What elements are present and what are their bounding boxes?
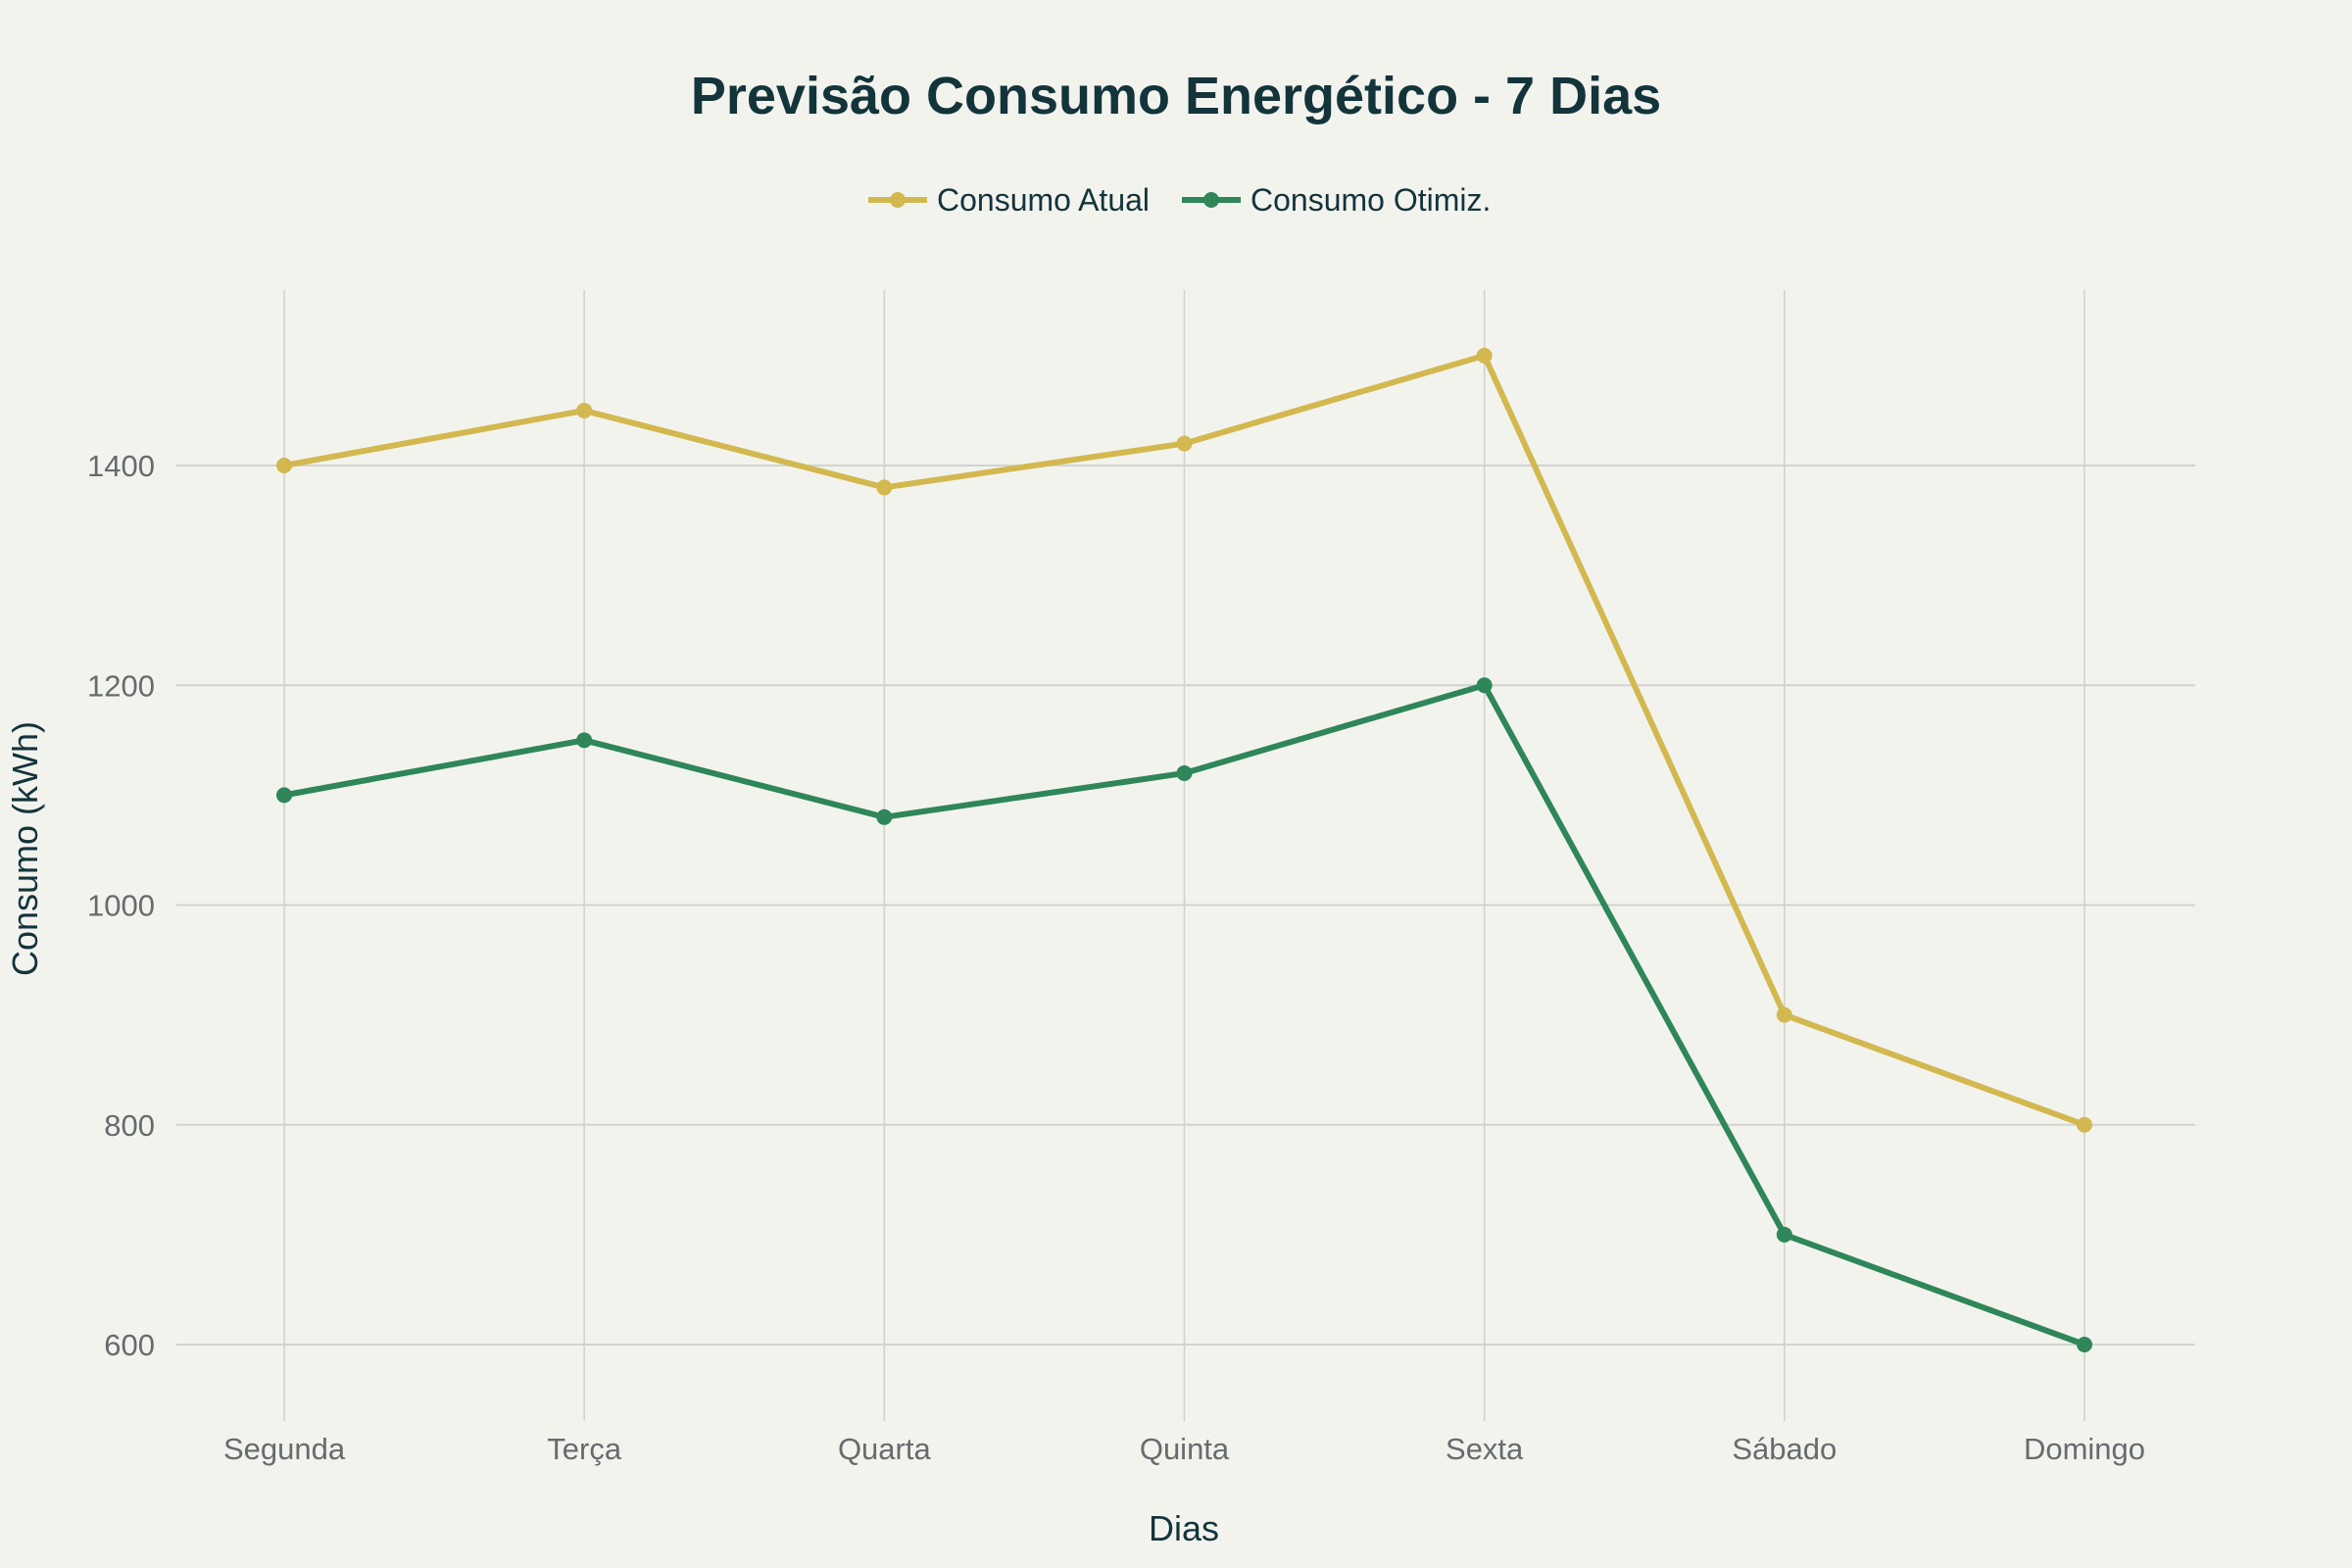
data-point	[576, 402, 593, 418]
legend: Consumo Atual Consumo Otimiz.	[868, 182, 1491, 218]
y-tick-label: 1200	[87, 668, 155, 703]
legend-item-1: Consumo Atual	[868, 182, 1150, 218]
x-tick-label: Sexta	[1446, 1432, 1524, 1466]
data-point	[276, 458, 292, 473]
data-point	[276, 787, 292, 804]
data-point	[876, 808, 893, 825]
series-layer	[276, 347, 2092, 1352]
x-axis-title: Dias	[1149, 1508, 1219, 1548]
y-tick-label: 600	[104, 1328, 155, 1362]
data-point	[1176, 435, 1193, 452]
x-tick-label: Segunda	[223, 1432, 346, 1466]
chart-title: Previsão Consumo Energético - 7 Dias	[691, 67, 1661, 125]
series-1	[276, 347, 2092, 1133]
y-axis-ticks: 600 800 1000 1200 1400	[87, 449, 155, 1362]
data-point	[876, 479, 893, 496]
data-point	[1776, 1226, 1792, 1243]
data-point	[1776, 1006, 1792, 1023]
data-point	[1476, 677, 1493, 694]
legend-marker	[1203, 192, 1219, 208]
x-tick-label: Quinta	[1140, 1432, 1230, 1466]
data-point	[1476, 347, 1493, 364]
x-tick-label: Quarta	[838, 1432, 932, 1466]
data-point	[2077, 1337, 2092, 1352]
data-point	[2077, 1116, 2092, 1133]
y-tick-label: 800	[104, 1108, 155, 1143]
y-axis-title: Consumo (kWh)	[5, 721, 45, 976]
x-tick-label: Terça	[547, 1432, 622, 1466]
x-tick-label: Domingo	[2024, 1432, 2145, 1466]
data-point	[1176, 764, 1193, 781]
legend-item-2: Consumo Otimiz.	[1182, 182, 1491, 218]
y-tick-label: 1000	[87, 889, 155, 923]
x-tick-label: Sábado	[1732, 1432, 1837, 1466]
legend-label: Consumo Atual	[937, 182, 1150, 218]
grid	[176, 290, 2195, 1421]
legend-label: Consumo Otimiz.	[1250, 182, 1491, 218]
series-2	[276, 677, 2092, 1352]
y-tick-label: 1400	[87, 449, 155, 483]
legend-marker	[890, 192, 906, 208]
x-axis-ticks: Segunda Terça Quarta Quinta Sexta Sábado Domin…	[223, 1432, 2145, 1466]
data-point	[576, 732, 593, 749]
